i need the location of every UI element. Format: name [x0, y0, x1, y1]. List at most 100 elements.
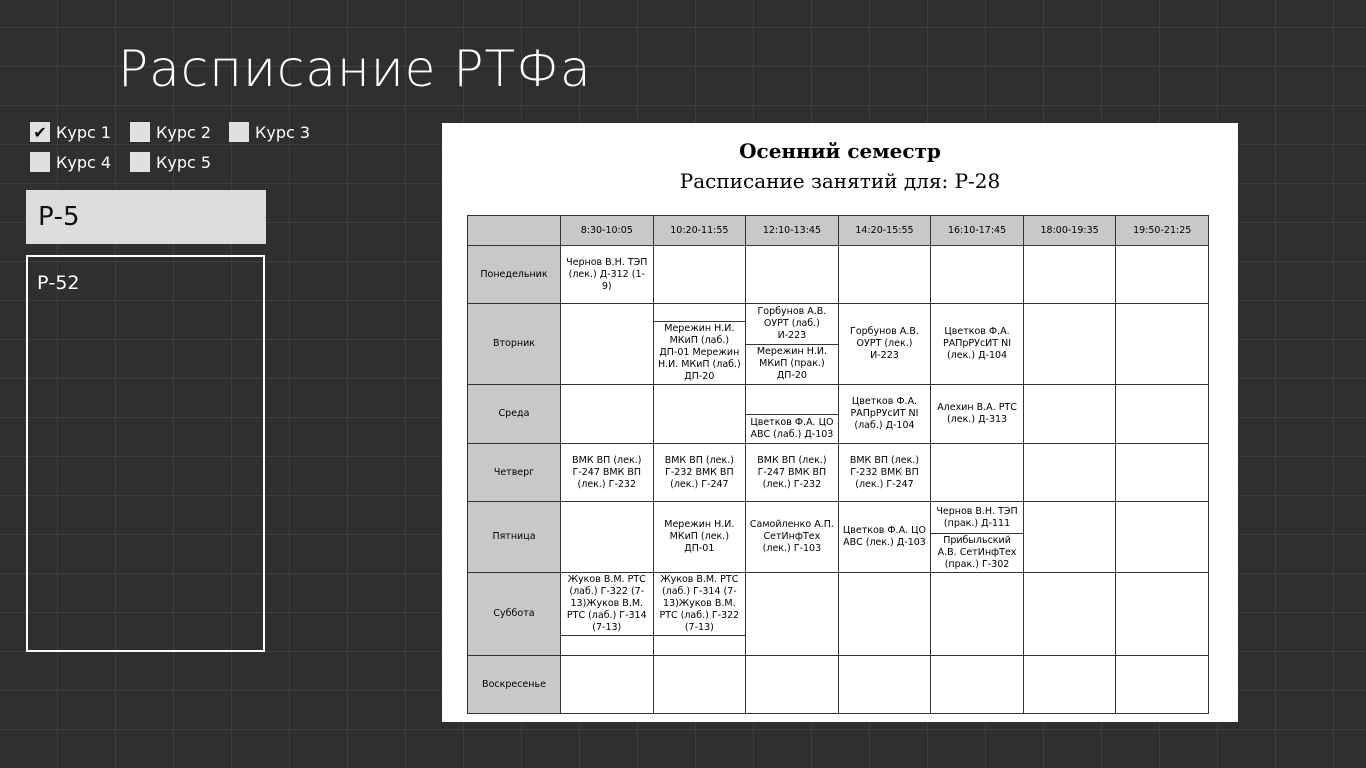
checkbox-box: [130, 152, 150, 172]
group-search-input[interactable]: [26, 190, 266, 244]
lesson-entry: [654, 684, 746, 686]
schedule-cell: Цветков Ф.А. ЦО АВС (лек.) Д-103: [837, 501, 932, 573]
lesson-entry: [746, 684, 838, 686]
lesson-entry: [561, 343, 653, 345]
schedule-cell: [745, 245, 839, 304]
schedule-cell: Мережин Н.И. МКиП (лаб.) ДП-01 Мережин Н…: [652, 303, 747, 385]
schedule-cell: ВМК ВП (лек.) Г-247 ВМК ВП (лек.) Г-232: [745, 443, 839, 502]
schedule-cell: [1115, 245, 1209, 304]
lesson-entry: Цветков Ф.А. РАПрРУсИТ NI (лаб.) Д-104: [850, 396, 919, 431]
checkbox-box: [229, 122, 249, 142]
schedule-cell: [1115, 572, 1209, 656]
schedule-cell: [560, 655, 654, 714]
course-3-checkbox[interactable]: Курс 3: [229, 122, 310, 142]
lesson-entry: ВМК ВП (лек.) Г-247 ВМК ВП (лек.) Г-232: [572, 454, 642, 490]
schedule-cell: [745, 655, 839, 714]
schedule-subtitle: Расписание занятий для: Р-28: [679, 169, 1001, 193]
list-item[interactable]: Р-52: [37, 272, 80, 294]
time-header: 16:10-17:45: [930, 215, 1024, 246]
table-row: Среда Цветков Ф.А. ЦО АВС (лаб.) Д-103 Цве…: [467, 384, 1209, 444]
schedule-cell: [1115, 501, 1209, 573]
course-1-checkbox[interactable]: ✔ Курс 1: [30, 122, 111, 142]
schedule-cell: [745, 572, 839, 656]
lesson-entry: [1024, 413, 1116, 415]
lesson-entry: [1024, 274, 1116, 276]
schedule-cell: [1022, 501, 1117, 573]
lesson-entry: Чернов В.Н. ТЭП (прак.) Д-111: [931, 502, 1023, 534]
schedule-cell: Горбунов А.В. ОУРТ (лек.) И-223: [837, 303, 932, 385]
schedule-table: 8:30-10:05 10:20-11:55 12:10-13:45 14:20-15…: [467, 215, 1209, 714]
schedule-cell: [1022, 384, 1117, 444]
lesson-entry: [746, 385, 838, 415]
lesson-entry: [931, 613, 1023, 615]
schedule-cell: [930, 655, 1024, 714]
table-row: Четверг ВМК ВП (лек.) Г-247 ВМК ВП (лек.)…: [467, 443, 1209, 502]
day-label: Четверг: [467, 443, 561, 502]
semester-title: Осенний семестр: [739, 139, 941, 163]
group-list[interactable]: Р-52: [26, 255, 265, 652]
schedule-cell: [1115, 655, 1209, 714]
schedule-cell: [1115, 303, 1209, 385]
table-row: Пятница Мережин Н.И. МКиП (лек.) ДП-01 Сам…: [467, 501, 1209, 573]
lesson-entry: [653, 304, 746, 322]
schedule-cell: Цветков Ф.А. РАПрРУсИТ NI (лаб.) Д-104: [837, 384, 932, 444]
schedule-cell: [1022, 443, 1117, 502]
schedule-cell: ВМК ВП (лек.) Г-232 ВМК ВП (лек.) Г-247: [837, 443, 932, 502]
time-header: 8:30-10:05: [560, 215, 654, 246]
schedule-cell: [560, 384, 654, 444]
lesson-entry: Алехин В.А. РТС (лек.) Д-313: [937, 402, 1017, 425]
schedule-cell: [652, 384, 747, 444]
day-label: Среда: [467, 384, 561, 444]
schedule-cell: Жуков В.М. РТС (лаб.) Г-322 (7-13)Жуков …: [560, 572, 654, 656]
day-label: Суббота: [467, 572, 561, 656]
schedule-cell: Мережин Н.И. МКиП (лек.) ДП-01: [652, 501, 747, 573]
lesson-entry: [654, 636, 746, 655]
lesson-entry: [654, 413, 746, 415]
checkbox-label: Курс 4: [56, 152, 112, 172]
schedule-cell: [652, 245, 747, 304]
lesson-entry: Чернов В.Н. ТЭП (лек.) Д-312 (1-9): [566, 256, 648, 292]
lesson-entry: [931, 472, 1023, 474]
schedule-cell: [837, 655, 932, 714]
lesson-entry: [1024, 684, 1116, 686]
schedule-cell: [1022, 572, 1117, 656]
lesson-entry: ВМК ВП (лек.) Г-232 ВМК ВП (лек.) Г-247: [664, 454, 734, 490]
lesson-entry: [561, 536, 653, 538]
schedule-cell: Алехин В.А. РТС (лек.) Д-313: [930, 384, 1024, 444]
lesson-entry: [1024, 343, 1116, 345]
lesson-entry: [1116, 613, 1208, 615]
page-title: Расписание РТФа: [118, 40, 592, 98]
lesson-entry: Жуков В.М. РТС (лаб.) Г-322 (7-13)Жуков …: [561, 573, 653, 636]
lesson-entry: [561, 636, 653, 655]
course-5-checkbox[interactable]: Курс 5: [130, 152, 211, 172]
schedule-cell: [1022, 655, 1117, 714]
corner-header: [467, 215, 561, 246]
lesson-entry: [1116, 684, 1208, 686]
schedule-cell: ВМК ВП (лек.) Г-247 ВМК ВП (лек.) Г-232: [560, 443, 654, 502]
schedule-cell: Цветков Ф.А. ЦО АВС (лаб.) Д-103: [745, 384, 839, 444]
table-row: Понедельник Чернов В.Н. ТЭП (лек.) Д-312 …: [467, 245, 1209, 304]
checkbox-label: Курс 5: [156, 152, 212, 172]
lesson-entry: Горбунов А.В. ОУРТ (лек.) И-223: [850, 326, 919, 361]
schedule-cell: [837, 245, 932, 304]
course-4-checkbox[interactable]: Курс 4: [30, 152, 111, 172]
checkbox-label: Курс 2: [156, 122, 212, 142]
schedule-cell: [1115, 384, 1209, 444]
schedule-cell: [652, 655, 747, 714]
checkbox-label: Курс 1: [56, 122, 112, 142]
day-label: Вторник: [467, 303, 561, 385]
lesson-entry: [839, 274, 931, 276]
lesson-entry: Жуков В.М. РТС (лаб.) Г-314 (7-13)Жуков …: [653, 573, 746, 636]
course-2-checkbox[interactable]: Курс 2: [130, 122, 211, 142]
schedule-cell: Чернов В.Н. ТЭП (прак.) Д-111 Прибыльский…: [930, 501, 1024, 573]
schedule-cell: [560, 303, 654, 385]
lesson-entry: [1116, 536, 1208, 538]
lesson-entry: [746, 613, 838, 615]
lesson-entry: [654, 274, 746, 276]
schedule-cell: [930, 572, 1024, 656]
lesson-entry: [1024, 472, 1116, 474]
lesson-entry: [931, 274, 1023, 276]
lesson-entry: [839, 613, 931, 615]
time-header: 14:20-15:55: [837, 215, 932, 246]
schedule-cell: [930, 245, 1024, 304]
